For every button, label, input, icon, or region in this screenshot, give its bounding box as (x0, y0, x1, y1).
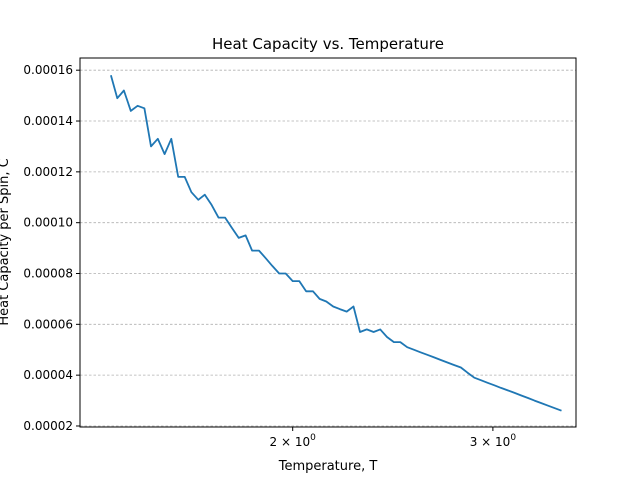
y-tick-label: 0.00012 (23, 165, 73, 179)
gridlines (80, 69, 576, 427)
x-tick-label-base: 2 × 10 (270, 435, 311, 449)
x-tick-label-exponent: 0 (510, 433, 516, 443)
y-tick-label: 0.00016 (23, 63, 73, 77)
y-tick-label: 0.00010 (23, 216, 73, 230)
y-axis-label: Heat Capacity per Spin, C (0, 158, 12, 325)
y-tick-label: 0.00004 (23, 368, 73, 382)
y-axis-ticks: 0.00002 0.00004 0.00006 0.00008 0.00010 0.000… (23, 63, 80, 433)
chart-title: Heat Capacity vs. Temperature (212, 35, 444, 53)
y-tick-label: 0.00002 (23, 419, 73, 433)
x-tick-label-base: 3 × 10 (470, 435, 511, 449)
y-tick-label: 0.00008 (23, 267, 73, 281)
x-axis-ticks: 2 × 100 3 × 100 (270, 427, 517, 449)
x-tick-label-exponent: 0 (310, 433, 316, 443)
y-tick-label: 0.00014 (23, 114, 73, 128)
y-tick-label: 0.00006 (23, 317, 73, 331)
x-tick-label: 2 × 100 (270, 433, 317, 449)
series-line (110, 75, 562, 412)
plot-frame (79, 57, 577, 428)
x-tick-label: 3 × 100 (470, 433, 517, 449)
series-layer (110, 75, 562, 412)
x-axis-label: Temperature, T (278, 459, 378, 474)
